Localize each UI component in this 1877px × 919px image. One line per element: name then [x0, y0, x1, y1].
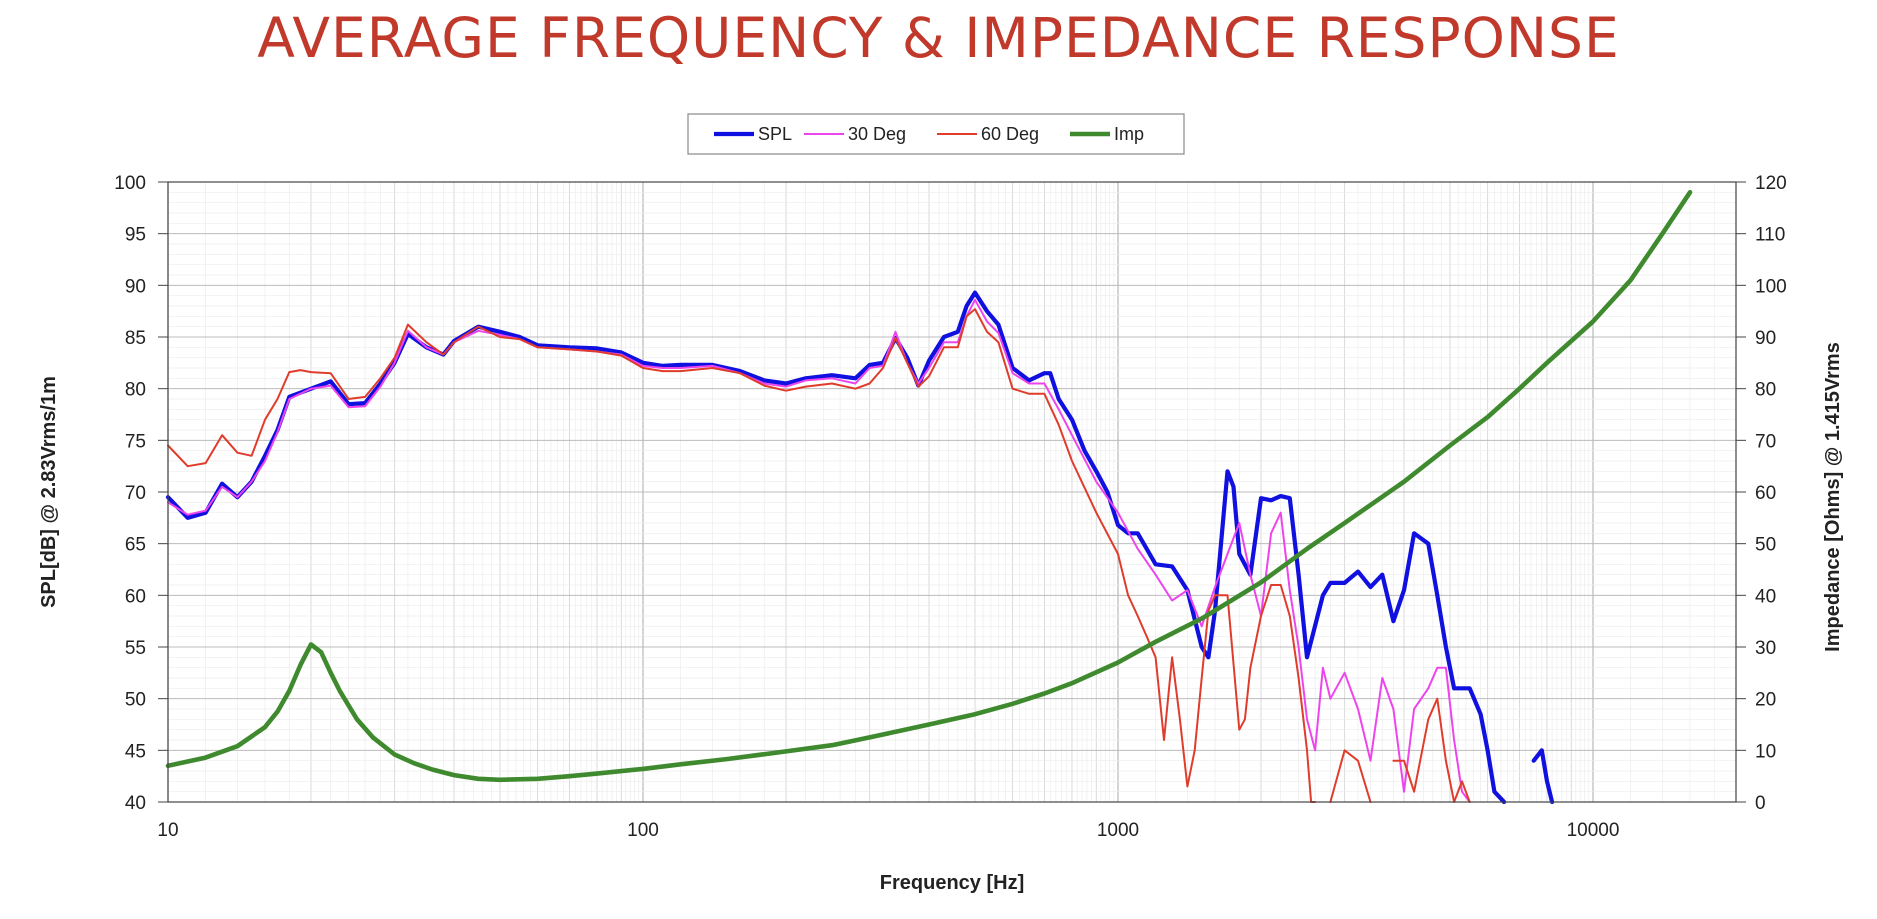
y-tick-label: 60 — [125, 586, 146, 607]
x-tick-label: 10 — [157, 820, 178, 841]
legend-label-60-deg: 60 Deg — [981, 124, 1039, 144]
y2-tick-label: 70 — [1755, 431, 1776, 452]
y-tick-label: 50 — [125, 690, 146, 711]
y-tick-label: 40 — [125, 793, 146, 814]
legend-label-30-deg: 30 Deg — [848, 124, 906, 144]
y2-axis-label: Impedance [Ohms] @ 1.415Vrms — [1822, 342, 1844, 652]
y-tick-label: 70 — [125, 483, 146, 504]
x-tick-label: 1000 — [1097, 820, 1139, 841]
y-tick-label: 65 — [125, 535, 146, 556]
y-tick-label: 90 — [125, 276, 146, 297]
legend-label-imp: Imp — [1114, 124, 1144, 144]
y2-tick-label: 10 — [1755, 741, 1776, 762]
y2-tick-label: 20 — [1755, 690, 1776, 711]
series-lines — [165, 190, 1693, 805]
y-tick-label: 55 — [125, 638, 146, 659]
plot-frame — [167, 181, 1737, 803]
y-tick-label: 80 — [125, 380, 146, 401]
y2-tick-label: 30 — [1755, 638, 1776, 659]
y-tick-label: 45 — [125, 741, 146, 762]
y-tick-label: 100 — [114, 173, 146, 194]
chart-title: AVERAGE FREQUENCY & IMPEDANCE RESPONSE — [257, 6, 1620, 70]
series-line-30-deg — [167, 298, 1471, 803]
x-tick-label: 10000 — [1567, 820, 1620, 841]
y2-tick-label: 80 — [1755, 380, 1776, 401]
y-tick-label: 95 — [125, 225, 146, 246]
series-line-imp — [165, 190, 1693, 783]
axis-ticks: 4045505560657075808590951000102030405060… — [114, 173, 1786, 841]
y2-tick-label: 100 — [1755, 276, 1787, 297]
y2-tick-label: 60 — [1755, 483, 1776, 504]
y2-tick-label: 110 — [1755, 225, 1785, 246]
y2-tick-label: 90 — [1755, 328, 1776, 349]
x-axis-label: Frequency [Hz] — [880, 872, 1024, 894]
y2-tick-label: 40 — [1755, 586, 1776, 607]
y2-tick-label: 50 — [1755, 535, 1776, 556]
y-tick-label: 75 — [125, 431, 146, 452]
series-line-60-deg — [167, 308, 1471, 803]
y2-tick-label: 120 — [1755, 173, 1787, 194]
x-tick-label: 100 — [627, 820, 659, 841]
legend-label-spl: SPL — [758, 124, 792, 144]
y-tick-label: 85 — [125, 328, 146, 349]
legend: SPL 30 Deg 60 Deg Imp — [687, 113, 1185, 155]
y-axis-label: SPL[dB] @ 2.83Vrms/1m — [38, 376, 60, 608]
y2-tick-label: 0 — [1755, 793, 1766, 814]
grid — [167, 181, 1737, 803]
